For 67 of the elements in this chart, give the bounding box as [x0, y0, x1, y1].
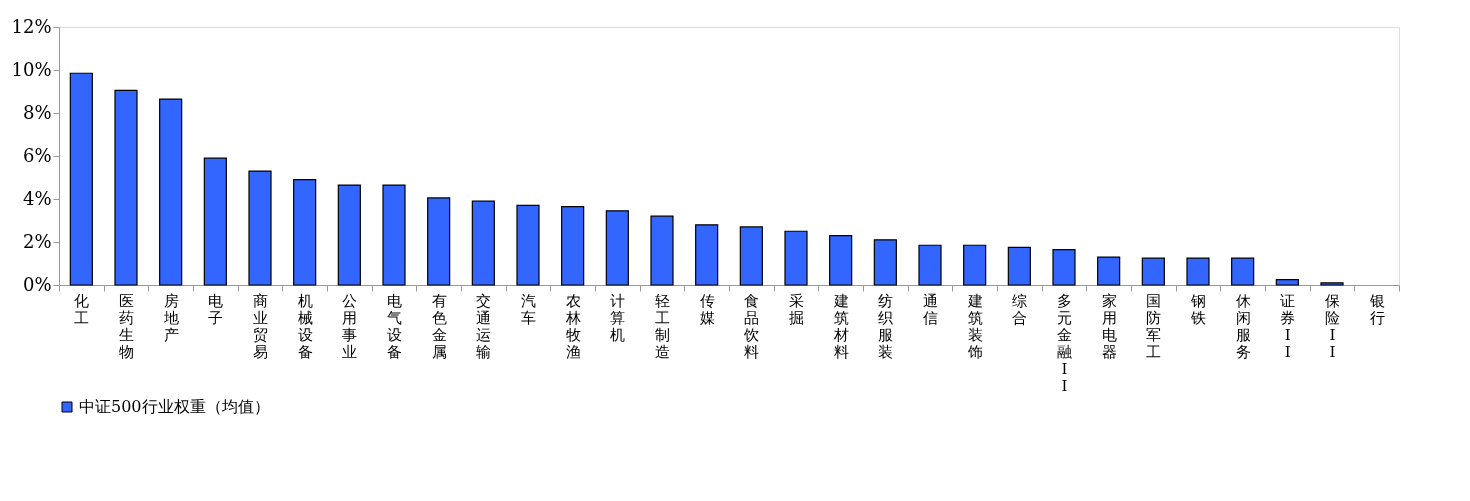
- x-tick-label: 纺织服装: [878, 291, 894, 361]
- y-tick-label: 8%: [22, 101, 52, 123]
- y-tick-label: 10%: [11, 58, 52, 80]
- x-tick-label: 保险II: [1325, 291, 1340, 361]
- bar: [516, 204, 540, 286]
- bar: [69, 72, 93, 286]
- bar: [159, 98, 183, 286]
- y-tick-label: 6%: [22, 144, 52, 166]
- x-tick-label: 证券II: [1280, 291, 1296, 361]
- bar: [873, 239, 897, 286]
- bar: [1186, 257, 1210, 286]
- bar: [1141, 257, 1165, 286]
- x-tick-label: 建筑材料: [832, 291, 849, 361]
- x-tick-label: 国防军工: [1146, 291, 1162, 361]
- x-tick-label: 钢铁: [1190, 291, 1206, 327]
- x-tick-label: 食品饮料: [743, 291, 760, 361]
- x-tick-label: 医药生物: [119, 291, 134, 361]
- bar: [561, 205, 585, 286]
- x-tick-label: 农林牧渔: [564, 291, 581, 361]
- bar: [471, 200, 495, 286]
- bar: [963, 244, 987, 286]
- bar: [918, 244, 942, 286]
- bar: [114, 89, 138, 286]
- bar: [1320, 282, 1344, 286]
- x-tick-label: 休闲服务: [1235, 291, 1251, 361]
- x-tick-label: 电子: [208, 291, 224, 327]
- bar: [1007, 246, 1031, 286]
- bar: [829, 234, 853, 286]
- bar: [248, 170, 272, 286]
- x-tick-label: 多元金融II: [1057, 291, 1072, 395]
- x-tick-label: 化工: [74, 291, 90, 327]
- x-tick-label: 建筑装饰: [966, 291, 983, 361]
- bar: [1231, 257, 1255, 286]
- bar: [337, 184, 361, 286]
- bar: [784, 230, 808, 286]
- bar: [605, 210, 629, 286]
- x-tick-label: 商业贸易: [253, 291, 268, 361]
- bar: [293, 179, 317, 286]
- y-tick-label: 0%: [22, 273, 52, 295]
- bar: [1097, 256, 1121, 286]
- bar: [382, 184, 406, 286]
- x-tick-label: 通信: [923, 291, 938, 327]
- x-tick-label: 汽车: [521, 291, 536, 327]
- y-tick-label: 12%: [11, 15, 52, 37]
- bar: [739, 226, 763, 286]
- bar: [650, 215, 674, 286]
- bar: [1052, 248, 1076, 286]
- x-tick-label: 电气设备: [387, 291, 402, 361]
- x-tick-label: 交通运输: [476, 291, 492, 361]
- x-tick-label: 房地产: [162, 291, 179, 344]
- legend-label: 中证500行业权重（均值）: [79, 397, 270, 416]
- x-tick-label: 轻工制造: [655, 291, 670, 361]
- bar: [695, 224, 719, 286]
- y-tick-label: 4%: [22, 187, 52, 209]
- bar: [203, 157, 227, 286]
- bar: [1275, 279, 1299, 286]
- x-tick-label: 综合: [1012, 291, 1028, 327]
- y-tick-label: 2%: [22, 230, 52, 252]
- x-tick-label: 采掘: [789, 291, 804, 327]
- x-tick-label: 公用事业: [342, 291, 358, 361]
- x-tick-label: 家用电器: [1101, 291, 1117, 361]
- x-tick-label: 机械设备: [297, 291, 313, 361]
- x-tick-label: 传媒: [699, 291, 715, 327]
- x-tick-label: 计算机: [610, 291, 626, 344]
- x-tick-label: 有色金属: [431, 291, 447, 361]
- bar: [427, 197, 451, 286]
- x-tick-label: 银行: [1368, 291, 1385, 327]
